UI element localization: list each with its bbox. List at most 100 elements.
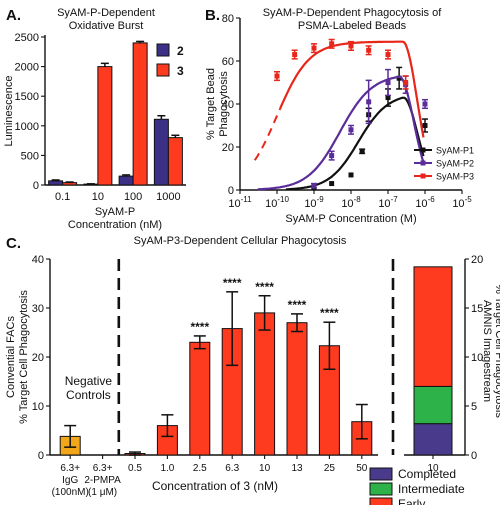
x-tick-label: 6.3+ xyxy=(60,463,80,474)
x-tick-label: 13 xyxy=(291,463,303,474)
legend-label: Completed xyxy=(398,467,456,481)
data-point-SyAM-P2 xyxy=(366,99,372,105)
data-point-SyAM-P3 xyxy=(274,73,280,79)
data-point-SyAM-P1 xyxy=(329,181,335,187)
y-axis-label-left: % Target Cell Phagocytosis xyxy=(18,290,30,424)
chart-title: SyAM-P-Dependent Phagocytosis of xyxy=(263,7,442,19)
x-tick-label: 10-10 xyxy=(265,195,289,210)
x-tick-label: 10 xyxy=(92,191,104,203)
legend-marker xyxy=(420,160,426,166)
legend-marker xyxy=(420,147,426,153)
legend-label: Intermediate xyxy=(398,482,465,496)
bar xyxy=(254,312,276,456)
panel-label: C. xyxy=(6,235,21,252)
legend-label: 3 xyxy=(177,64,184,78)
panel-b: B. SyAM-P-Dependent Phagocytosis ofPSMA-L… xyxy=(205,7,474,225)
x-tick-label: 10 xyxy=(259,463,271,474)
bar-2 xyxy=(118,175,134,186)
legend-label: 2 xyxy=(177,44,184,58)
panel-c: C. SyAM-P3-Dependent Cellular Phagocytosi… xyxy=(5,235,500,505)
y-tick-label: 500 xyxy=(21,150,39,162)
y-tick-label: 0 xyxy=(228,185,234,197)
data-point-SyAM-P1 xyxy=(385,95,391,101)
x-tick-label: 0.1 xyxy=(55,191,70,203)
legend-marker xyxy=(420,173,426,179)
data-point-SyAM-P1 xyxy=(348,172,354,178)
x-tick-label: 2-PMPA xyxy=(84,475,121,486)
data-point-SyAM-P3 xyxy=(311,45,317,51)
y-axis-label: Luminescence xyxy=(3,76,15,147)
bar xyxy=(189,341,211,456)
bar-3 xyxy=(97,66,113,186)
y-tick-label: 2000 xyxy=(15,62,39,74)
x-tick-label: 0.5 xyxy=(128,463,142,474)
legend-label: SyAM-P3 xyxy=(436,172,474,182)
legend-swatch xyxy=(156,43,170,57)
x-tick-label: 2.5 xyxy=(193,463,207,474)
y-tick-label: 20 xyxy=(222,142,234,154)
significance-label: **** xyxy=(320,306,339,320)
x-tick-label: 25 xyxy=(324,463,336,474)
y-tick-label-right: 15 xyxy=(471,303,483,315)
y-tick-label: 1500 xyxy=(15,91,39,103)
data-point-SyAM-P1 xyxy=(359,148,365,154)
data-point-SyAM-P2 xyxy=(348,127,354,133)
data-point-SyAM-P1 xyxy=(422,123,428,128)
x-tick-label: 10-5 xyxy=(452,195,472,210)
chart-title: PSMA-Labeled Beads xyxy=(298,20,407,32)
x-tick-label: IgG xyxy=(62,475,78,486)
fit-curve-dashed-SyAM-P3 xyxy=(253,108,281,161)
stacked-segment-intermediate xyxy=(413,385,453,425)
y-tick-label: 0 xyxy=(33,180,39,192)
y-tick-label-right: 10 xyxy=(471,352,483,364)
data-point-SyAM-P3 xyxy=(348,43,354,49)
chart-title: Oxidative Burst xyxy=(69,20,144,32)
x-tick-label: (1 μM) xyxy=(88,487,117,498)
legend-label: SyAM-P1 xyxy=(436,146,474,156)
legend-swatch xyxy=(369,497,393,505)
significance-label: **** xyxy=(223,276,242,290)
data-point-SyAM-P1 xyxy=(396,75,402,81)
y-axis-label-right: % Target Cell Phagocytosis xyxy=(493,284,500,418)
y-tick-label: 1000 xyxy=(15,121,39,133)
chart-title: SyAM-P3-Dependent Cellular Phagocytosis xyxy=(134,235,347,247)
x-tick-label: 50 xyxy=(356,463,368,474)
x-tick-label: 6.3 xyxy=(225,463,239,474)
x-axis-label: Concentration of 3 (nM) xyxy=(152,479,278,493)
data-point-SyAM-P3 xyxy=(292,52,298,58)
x-tick-label: 100 xyxy=(124,191,142,203)
y-tick-label-right: 20 xyxy=(471,254,483,266)
bar xyxy=(286,322,308,456)
significance-label: **** xyxy=(190,320,209,334)
y-axis-label: % Target Bead xyxy=(205,68,217,140)
data-point-SyAM-P2 xyxy=(422,101,428,107)
y-axis-label-left: Convential FACs xyxy=(5,316,17,398)
y-tick-label-left: 10 xyxy=(32,401,44,413)
bar-3 xyxy=(62,182,78,186)
bar-2 xyxy=(153,118,169,186)
legend-swatch xyxy=(369,467,393,481)
fit-curve-SyAM-P1 xyxy=(285,96,425,191)
bar-3 xyxy=(132,42,148,186)
y-axis-label: Phagocytosis xyxy=(218,71,230,137)
data-point-SyAM-P3 xyxy=(403,80,409,85)
x-tick-label: 10-9 xyxy=(304,195,324,210)
x-tick-label: 6.3+ xyxy=(93,463,113,474)
y-tick-label: 2500 xyxy=(15,32,39,44)
x-tick-label: 1000 xyxy=(156,191,180,203)
legend-label: SyAM-P2 xyxy=(436,159,474,169)
x-tick-label: 10-11 xyxy=(228,195,252,210)
bar-2 xyxy=(48,180,64,186)
chart-title: SyAM-P-Dependent xyxy=(57,7,155,19)
x-tick-label: 10-8 xyxy=(341,195,361,210)
significance-label: **** xyxy=(255,280,274,294)
y-tick-label: 80 xyxy=(222,13,234,25)
y-tick-label-right: 5 xyxy=(471,401,477,413)
y-tick-label: 60 xyxy=(222,56,234,68)
data-point-SyAM-P3 xyxy=(366,47,372,53)
y-tick-label-right: 0 xyxy=(471,450,477,462)
x-tick-label: 1.0 xyxy=(160,463,174,474)
x-tick-label: 10 xyxy=(427,463,439,474)
